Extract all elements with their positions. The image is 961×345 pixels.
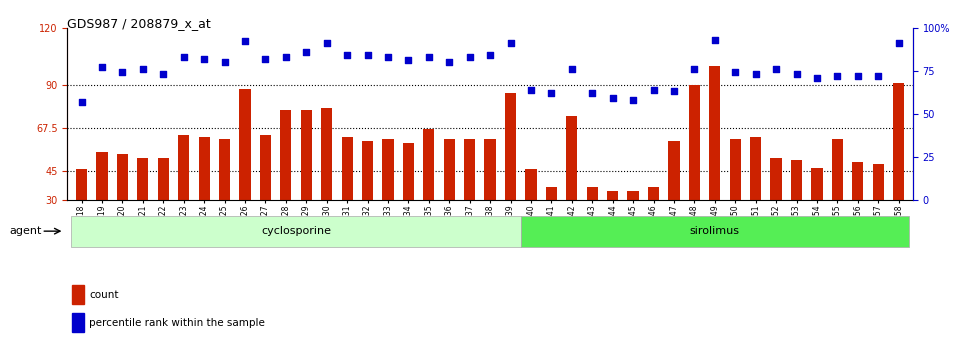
Point xyxy=(544,90,559,96)
Bar xyxy=(72,313,85,332)
Bar xyxy=(771,158,781,258)
Point xyxy=(503,40,518,46)
Text: sirolimus: sirolimus xyxy=(690,226,740,236)
Bar xyxy=(403,142,414,258)
Text: percentile rank within the sample: percentile rank within the sample xyxy=(89,318,265,327)
Point xyxy=(319,40,334,46)
Point xyxy=(564,66,579,72)
Point xyxy=(829,73,845,79)
Bar xyxy=(628,190,639,258)
Point xyxy=(524,87,539,92)
Point xyxy=(421,54,436,60)
Bar xyxy=(444,139,455,258)
Point xyxy=(359,52,375,58)
Point xyxy=(401,58,416,63)
Bar xyxy=(689,85,700,258)
Bar xyxy=(811,168,823,258)
Bar xyxy=(832,139,843,258)
Point xyxy=(196,56,211,61)
Bar xyxy=(178,135,189,258)
Point xyxy=(156,71,171,77)
Bar xyxy=(423,129,434,258)
Point xyxy=(94,65,110,70)
Bar xyxy=(158,158,169,258)
Bar xyxy=(791,160,802,258)
Point xyxy=(646,87,661,92)
Bar xyxy=(729,139,741,258)
Bar xyxy=(199,137,209,258)
Point xyxy=(278,54,293,60)
Point xyxy=(850,73,866,79)
Point xyxy=(891,40,906,46)
Point xyxy=(666,89,681,94)
Text: GDS987 / 208879_x_at: GDS987 / 208879_x_at xyxy=(67,17,211,30)
Bar xyxy=(526,169,536,258)
Point xyxy=(237,39,253,44)
Point xyxy=(789,71,804,77)
Point xyxy=(381,54,396,60)
Bar xyxy=(281,110,291,258)
Bar xyxy=(137,158,148,258)
Bar xyxy=(893,83,904,258)
Bar xyxy=(709,66,721,258)
Point xyxy=(727,70,743,75)
Bar xyxy=(668,141,679,258)
Point xyxy=(482,52,498,58)
Bar xyxy=(301,110,312,258)
Point xyxy=(462,54,478,60)
Point xyxy=(136,66,151,72)
Text: cyclosporine: cyclosporine xyxy=(261,226,331,236)
Point xyxy=(626,97,641,103)
Bar xyxy=(873,164,884,258)
FancyBboxPatch shape xyxy=(521,216,909,247)
Bar xyxy=(505,93,516,258)
Point xyxy=(687,66,702,72)
Point xyxy=(74,99,89,105)
Bar xyxy=(117,154,128,258)
Point xyxy=(605,96,621,101)
Point xyxy=(217,59,233,65)
Bar xyxy=(382,139,394,258)
Point xyxy=(339,52,355,58)
Text: agent: agent xyxy=(10,226,42,236)
Bar xyxy=(76,169,87,258)
Bar xyxy=(341,137,353,258)
Bar xyxy=(852,162,863,258)
Point xyxy=(258,56,273,61)
Point xyxy=(584,90,600,96)
Point xyxy=(707,37,723,42)
Bar xyxy=(484,139,496,258)
Bar xyxy=(72,285,85,304)
Bar xyxy=(607,190,618,258)
Point xyxy=(299,49,314,55)
Text: count: count xyxy=(89,290,118,299)
Point xyxy=(176,54,191,60)
Bar xyxy=(259,135,271,258)
Bar xyxy=(648,187,659,258)
Point xyxy=(809,75,825,80)
Bar xyxy=(586,187,598,258)
Point xyxy=(441,59,456,65)
Bar xyxy=(750,137,761,258)
Bar xyxy=(239,89,251,258)
Bar xyxy=(219,139,231,258)
Bar xyxy=(464,139,476,258)
Bar xyxy=(321,108,333,258)
FancyBboxPatch shape xyxy=(71,216,521,247)
Bar xyxy=(96,152,108,258)
Point xyxy=(769,66,784,72)
Point xyxy=(748,71,763,77)
Bar xyxy=(566,116,578,258)
Point xyxy=(871,73,886,79)
Bar xyxy=(546,187,557,258)
Bar xyxy=(362,141,373,258)
Point xyxy=(114,70,130,75)
